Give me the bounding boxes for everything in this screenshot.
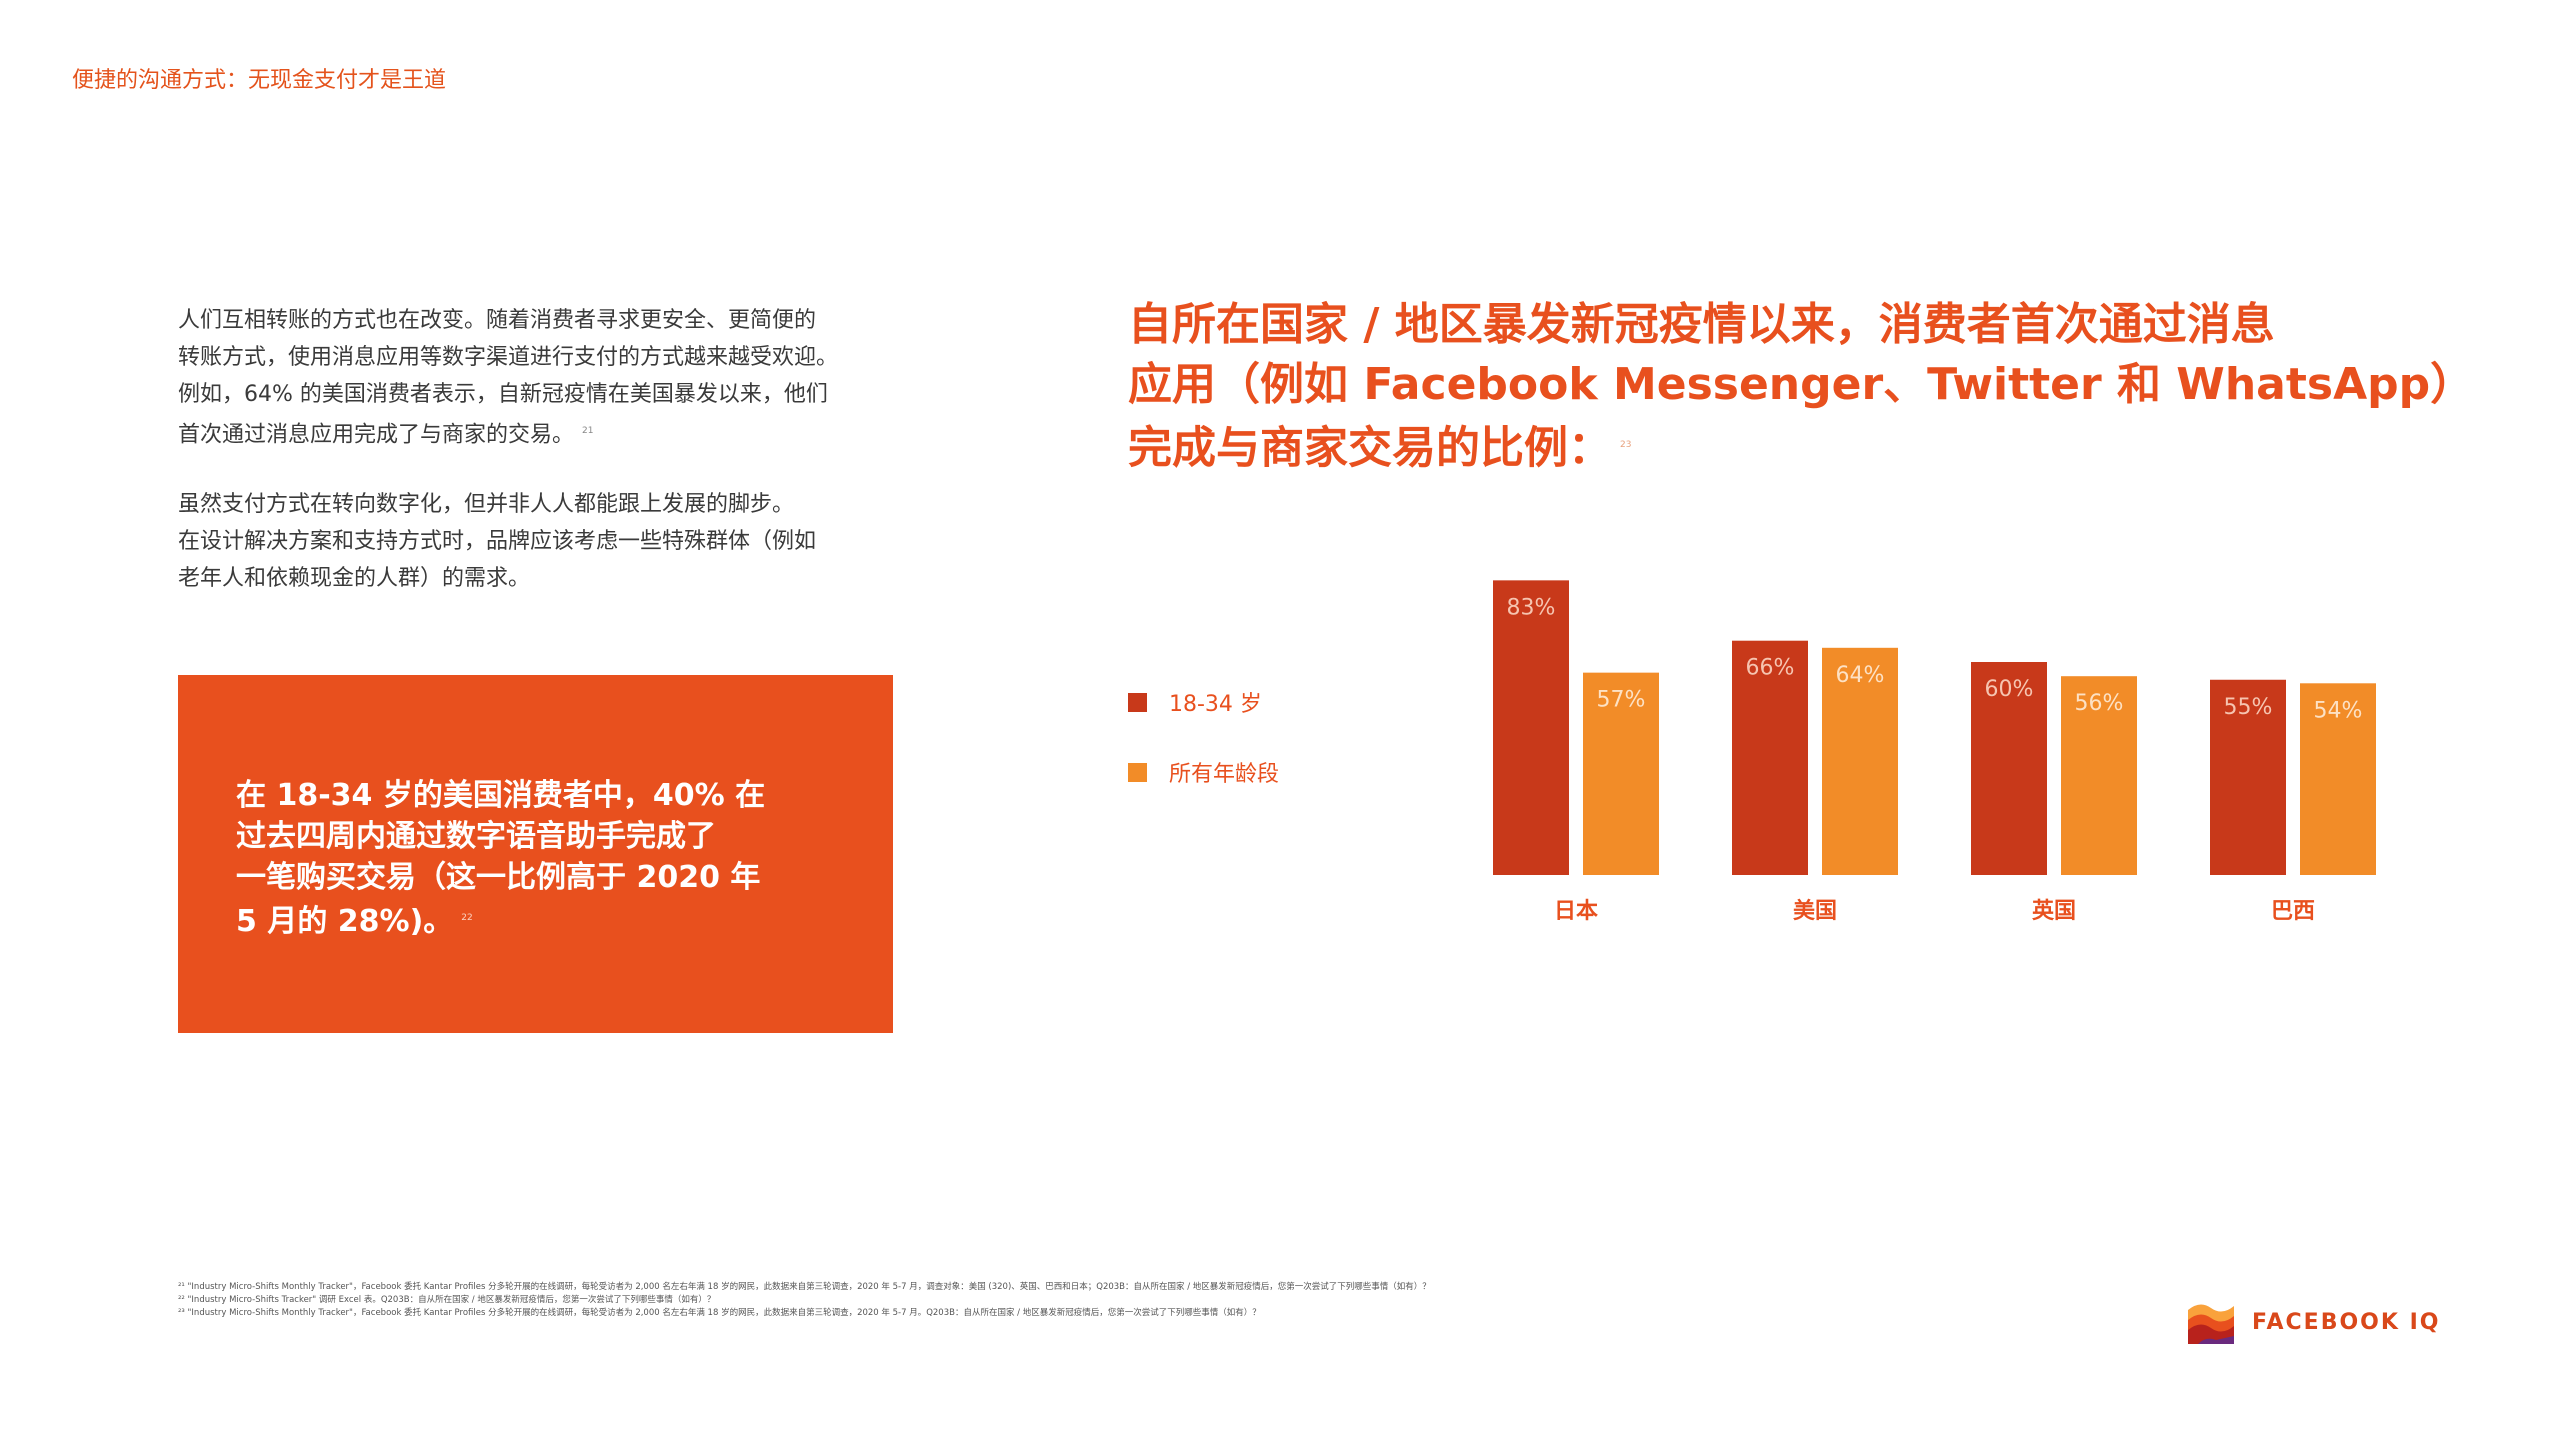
chart-legend: 18-34 岁 所有年龄段 bbox=[1128, 690, 1279, 830]
legend-label: 18-34 岁 bbox=[1169, 692, 1262, 717]
footnote-marker: 21 bbox=[582, 426, 594, 436]
chart-title-line: 自所在国家 / 地区暴发新冠疫情以来，消费者首次通过消息 bbox=[1128, 299, 2275, 350]
paragraph-line-text: 首次通过消息应用完成了与商家的交易。 bbox=[178, 422, 575, 448]
paragraph-line: 在设计解决方案和支持方式时，品牌应该考虑一些特殊群体（例如 bbox=[178, 529, 817, 554]
legend-item-all-ages: 所有年龄段 bbox=[1128, 760, 1279, 787]
bar-18-34-3 bbox=[2210, 679, 2286, 875]
bar-18-34-2 bbox=[1971, 662, 2047, 875]
chart-title: 自所在国家 / 地区暴发新冠疫情以来，消费者首次通过消息 应用（例如 Faceb… bbox=[1128, 295, 2475, 479]
chart-title-line: 应用（例如 Facebook Messenger、Twitter 和 Whats… bbox=[1128, 359, 2475, 410]
callout-line: 一笔购买交易（这一比例高于 2020 年 bbox=[236, 860, 761, 895]
footnote-line: ²¹ "Industry Micro-Shifts Monthly Tracke… bbox=[178, 1282, 1431, 1292]
callout-line-text: 5 月的 28%)。 bbox=[236, 904, 454, 939]
body-paragraph-1: 人们互相转账的方式也在改变。随着消费者寻求更安全、更简便的 转账方式，使用消息应… bbox=[178, 302, 918, 453]
page-header-title: 便捷的沟通方式：无现金支付才是王道 bbox=[72, 68, 447, 93]
category-label: 美国 bbox=[1793, 898, 1837, 924]
bar-value-label: 64% bbox=[1836, 663, 1885, 688]
legend-label: 所有年龄段 bbox=[1169, 762, 1280, 787]
footnotes: ²¹ "Industry Micro-Shifts Monthly Tracke… bbox=[178, 1281, 1778, 1320]
facebook-iq-logo: FACEBOOK IQ bbox=[2188, 1300, 2440, 1344]
paragraph-line: 老年人和依赖现金的人群）的需求。 bbox=[178, 566, 531, 591]
bar-value-label: 55% bbox=[2224, 695, 2273, 720]
bar-all-ages-0 bbox=[1583, 672, 1659, 875]
facebook-iq-logo-icon bbox=[2188, 1304, 2234, 1344]
legend-swatch bbox=[1128, 692, 1147, 712]
callout-line: 在 18-34 岁的美国消费者中，40% 在 bbox=[236, 778, 766, 813]
bar-18-34-1 bbox=[1732, 640, 1808, 875]
bar-value-label: 56% bbox=[2075, 691, 2124, 716]
bar-all-ages-2 bbox=[2061, 676, 2137, 875]
bar-18-34-0 bbox=[1493, 580, 1569, 875]
footnote-marker: 23 bbox=[1620, 440, 1632, 450]
paragraph-line: 首次通过消息应用完成了与商家的交易。 21 bbox=[178, 413, 918, 453]
chart-title-line: 完成与商家交易的比例： 23 bbox=[1128, 415, 2458, 479]
bar-value-label: 83% bbox=[1507, 595, 1556, 620]
logo-text: FACEBOOK IQ bbox=[2252, 1309, 2441, 1335]
bar-all-ages-1 bbox=[1822, 647, 1898, 875]
category-label: 日本 bbox=[1554, 899, 1598, 924]
paragraph-line: 人们互相转账的方式也在改变。随着消费者寻求更安全、更简便的 bbox=[178, 308, 817, 333]
callout-text: 在 18-34 岁的美国消费者中，40% 在 过去四周内通过数字语音助手完成了 … bbox=[236, 775, 856, 942]
footnote-line: ²³ "Industry Micro-Shifts Monthly Tracke… bbox=[178, 1308, 1261, 1318]
paragraph-line: 例如，64% 的美国消费者表示，自新冠疫情在美国暴发以来，他们 bbox=[178, 382, 828, 407]
legend-item-18-34: 18-34 岁 bbox=[1128, 690, 1279, 717]
paragraph-line: 虽然支付方式在转向数字化，但并非人人都能跟上发展的脚步。 bbox=[178, 492, 795, 517]
category-label: 英国 bbox=[2032, 899, 2076, 924]
footnote-marker: 22 bbox=[461, 913, 473, 923]
paragraph-line: 转账方式，使用消息应用等数字渠道进行支付的方式越来越受欢迎。 bbox=[178, 345, 839, 370]
callout-line: 过去四周内通过数字语音助手完成了 bbox=[236, 819, 716, 854]
footnote-line: ²² "Industry Micro-Shifts Tracker" 调研 Ex… bbox=[178, 1295, 716, 1305]
bar-value-label: 60% bbox=[1985, 677, 2034, 702]
chart-title-line-text: 完成与商家交易的比例： bbox=[1128, 422, 1612, 474]
legend-swatch bbox=[1128, 762, 1147, 782]
bar-value-label: 54% bbox=[2314, 698, 2363, 723]
callout-line: 5 月的 28%)。 22 bbox=[236, 898, 856, 942]
bar-value-label: 66% bbox=[1746, 656, 1795, 681]
bar-value-label: 57% bbox=[1597, 688, 1646, 713]
body-paragraph-2: 虽然支付方式在转向数字化，但并非人人都能跟上发展的脚步。 在设计解决方案和支持方… bbox=[178, 486, 918, 597]
stat-callout-box: 在 18-34 岁的美国消费者中，40% 在 过去四周内通过数字语音助手完成了 … bbox=[178, 675, 893, 1033]
category-label: 巴西 bbox=[2271, 899, 2315, 924]
bar-all-ages-3 bbox=[2300, 683, 2376, 875]
